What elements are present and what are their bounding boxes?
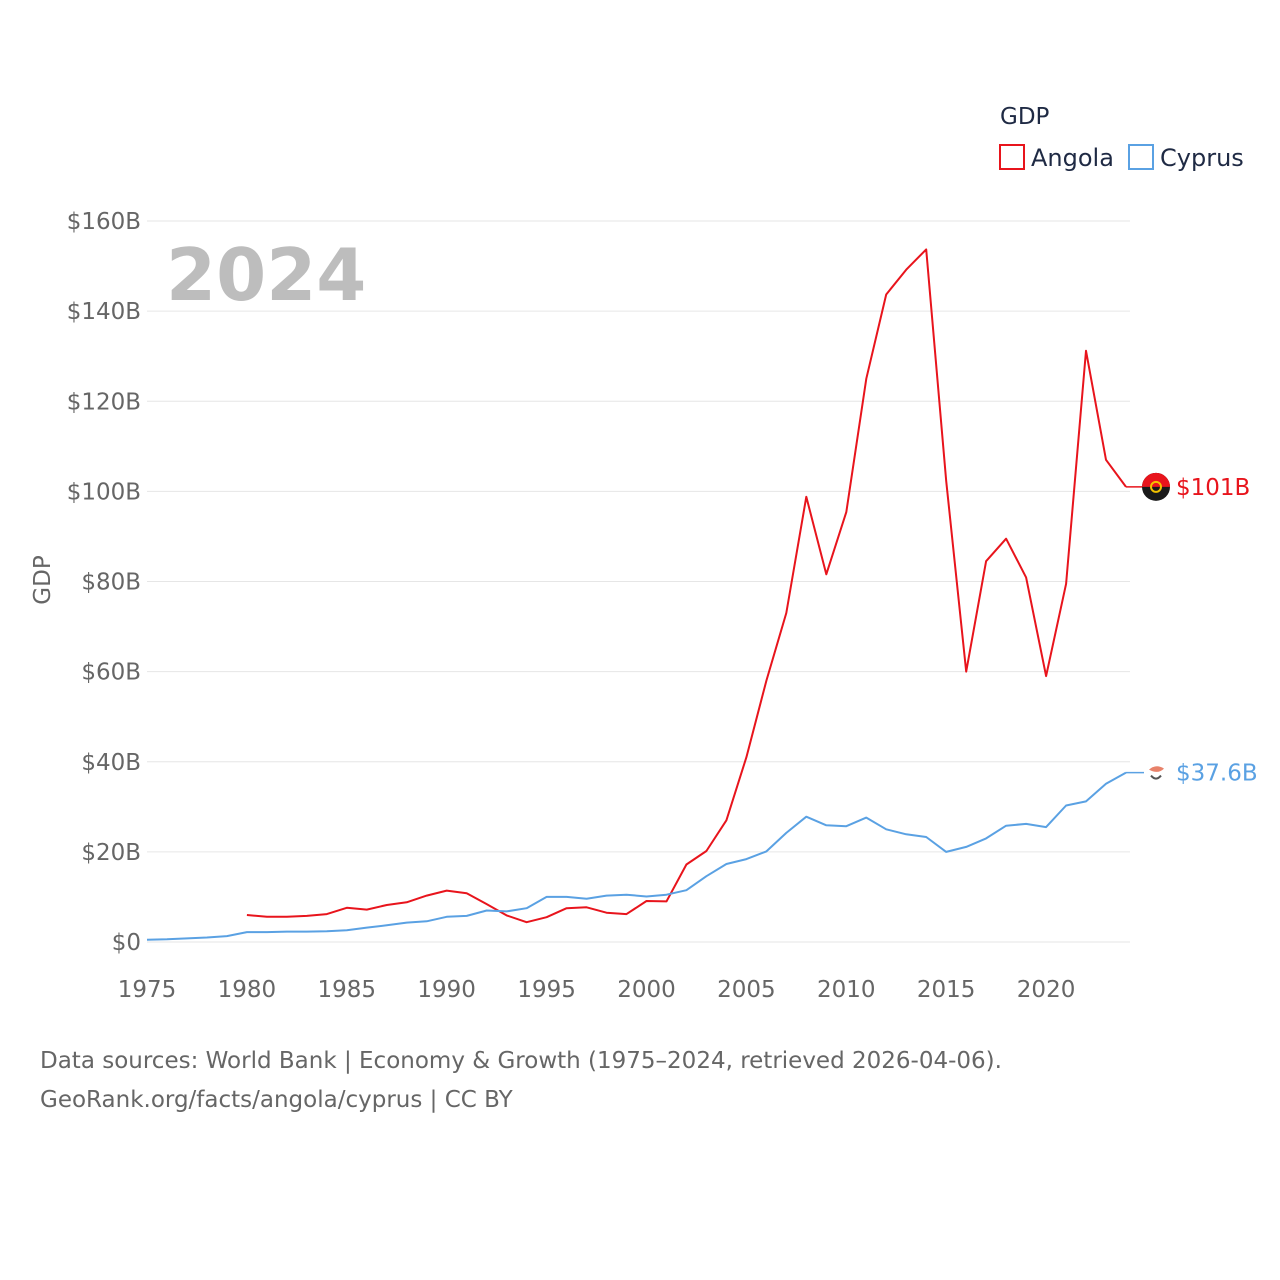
x-tick-label: 1995 (517, 977, 576, 1003)
y-axis-label: GDP (30, 555, 56, 605)
series-line-angola (246, 248, 1127, 924)
y-tick-label: $120B (67, 389, 141, 415)
y-tick-label: $40B (81, 750, 141, 776)
x-tick-label: 1980 (218, 977, 277, 1003)
source-note: Data sources: World Bank | Economy & Gro… (40, 1042, 1002, 1120)
x-tick-label: 1985 (318, 977, 377, 1003)
grid-lines (147, 220, 1130, 943)
x-tick-label: 1975 (118, 977, 177, 1003)
end-value-label-angola: $101B (1176, 475, 1250, 501)
y-tick-label: $160B (67, 209, 141, 235)
legend-label-angola: Angola (1031, 144, 1114, 172)
y-tick-label: $80B (81, 570, 141, 596)
end-markers: $101B $37.6B (1126, 472, 1258, 787)
cyprus-flag-icon (1145, 761, 1167, 784)
series-lines (146, 248, 1127, 941)
x-axis-ticks: 1975 1980 1985 1990 1995 2000 2005 2010 2015 2020 (118, 977, 1076, 1003)
source-line-2[interactable]: GeoRank.org/facts/angola/cyprus | CC BY (40, 1087, 513, 1113)
legend-swatch-cyprus (1128, 144, 1154, 170)
legend-item-cyprus[interactable]: Cyprus (1128, 144, 1244, 172)
end-value-label-cyprus: $37.6B (1176, 761, 1258, 787)
legend-title: GDP (1000, 104, 1050, 130)
y-axis-ticks: $0 $20B $40B $60B $80B $100B $120B $140B $160B (67, 209, 141, 956)
angola-flag-icon (1142, 472, 1170, 501)
x-tick-label: 2000 (617, 977, 676, 1003)
y-tick-label: $60B (81, 660, 141, 686)
y-tick-label: $140B (67, 299, 141, 325)
x-tick-label: 2005 (717, 977, 776, 1003)
year-watermark: 2024 (166, 233, 366, 317)
legend: GDP Angola Cyprus (999, 104, 1244, 172)
y-tick-label: $100B (67, 479, 141, 505)
x-tick-label: 1990 (417, 977, 476, 1003)
x-tick-label: 2020 (1017, 977, 1076, 1003)
x-tick-label: 2010 (817, 977, 876, 1003)
y-tick-label: $20B (81, 840, 141, 866)
series-line-cyprus (146, 771, 1127, 941)
legend-label-cyprus: Cyprus (1160, 144, 1244, 172)
x-tick-label: 2015 (917, 977, 976, 1003)
y-tick-label: $0 (112, 930, 141, 956)
gdp-line-chart: $0 $20B $40B $60B $80B $100B $120B $140B $160B 1… (30, 104, 1258, 1003)
legend-item-angola[interactable]: Angola (999, 144, 1114, 172)
legend-swatch-angola (999, 144, 1025, 170)
source-line-1: Data sources: World Bank | Economy & Gro… (40, 1048, 1002, 1074)
